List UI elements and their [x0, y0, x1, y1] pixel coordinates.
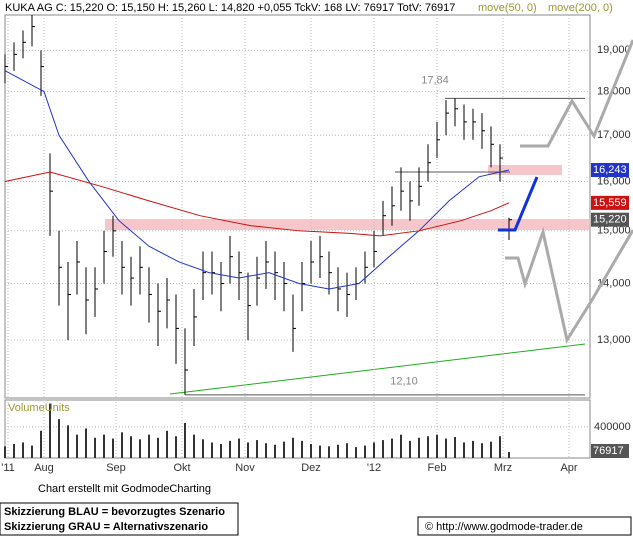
legend-box [0, 502, 239, 536]
x-tick-label: '11 [1, 462, 15, 474]
chart-title: KUKA AG C: 15,220 O: 15,150 H: 15,260 L:… [5, 2, 455, 14]
moving-average [4, 171, 510, 237]
x-tick-label: Mrz [494, 462, 512, 474]
url: © http://www.godmode-trader.de [425, 521, 583, 533]
x-tick-label: Feb [428, 462, 447, 474]
scenario-gray [520, 39, 633, 148]
x-tick-label: Okt [173, 462, 190, 474]
price-tag-label: 15,559 [593, 197, 627, 209]
y-tick-label: 19,000 [597, 44, 631, 56]
zone [105, 219, 590, 230]
price-tag-label: 16,243 [593, 164, 627, 176]
y-tick-label: 15,000 [597, 225, 631, 237]
x-tick-label: Nov [235, 462, 255, 474]
x-tick-label: Sep [106, 462, 126, 474]
trend-line [169, 343, 586, 395]
scenario-gray [505, 226, 633, 344]
volume-tag [591, 444, 629, 458]
level-label: 17,84 [421, 74, 449, 86]
volume-frame [4, 399, 591, 459]
y-tick-label: 14,000 [597, 277, 631, 289]
level-label: 12,10 [390, 376, 418, 388]
credit: Chart erstellt mit GodmodeCharting [38, 483, 211, 495]
price-tag [591, 195, 629, 210]
x-tick-label: '12 [367, 462, 381, 474]
scenario-blue [498, 176, 539, 232]
indicator-label: move(50, 0) [478, 2, 537, 14]
price-frame [4, 14, 591, 399]
volume-tag-label: 76917 [593, 445, 624, 457]
volume-tick-label: 400000 [594, 421, 631, 433]
moving-average [4, 70, 510, 290]
x-tick-label: Aug [34, 462, 54, 474]
price-tag [591, 163, 629, 178]
legend-text: Skizzierung GRAU = Alternativszenario [4, 521, 208, 533]
legend-text: Skizzierung BLAU = bevorzugtes Szenario [4, 506, 225, 518]
y-tick-label: 17,000 [597, 129, 631, 141]
indicator-label: move(200, 0) [548, 2, 613, 14]
x-tick-label: Dez [301, 462, 321, 474]
price-tag-label: 15,220 [593, 214, 627, 226]
zone [488, 165, 562, 175]
y-tick-label: 16,000 [597, 175, 631, 187]
y-tick-label: 13,000 [597, 334, 631, 346]
volume-label: VolumeUnits [8, 402, 70, 414]
y-tick-label: 18,000 [597, 86, 631, 98]
url-box [417, 516, 632, 536]
price-tag [591, 212, 629, 227]
x-tick-label: Apr [560, 462, 577, 474]
